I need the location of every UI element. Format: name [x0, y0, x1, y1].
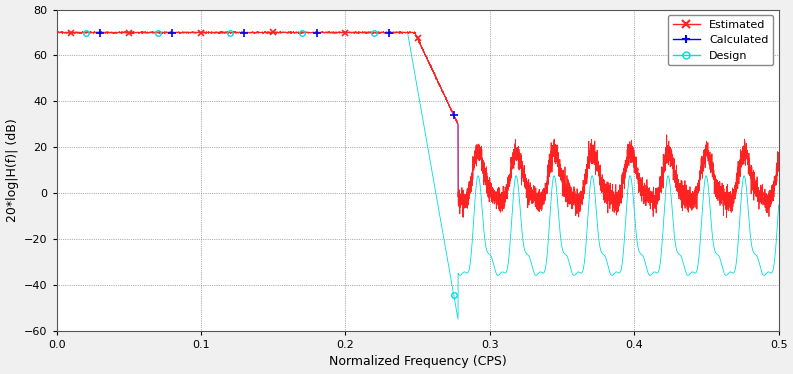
Legend: Estimated, Calculated, Design: Estimated, Calculated, Design	[668, 15, 773, 65]
Y-axis label: 20*log|H(f)| (dB): 20*log|H(f)| (dB)	[6, 118, 18, 222]
X-axis label: Normalized Frequency (CPS): Normalized Frequency (CPS)	[329, 355, 507, 368]
